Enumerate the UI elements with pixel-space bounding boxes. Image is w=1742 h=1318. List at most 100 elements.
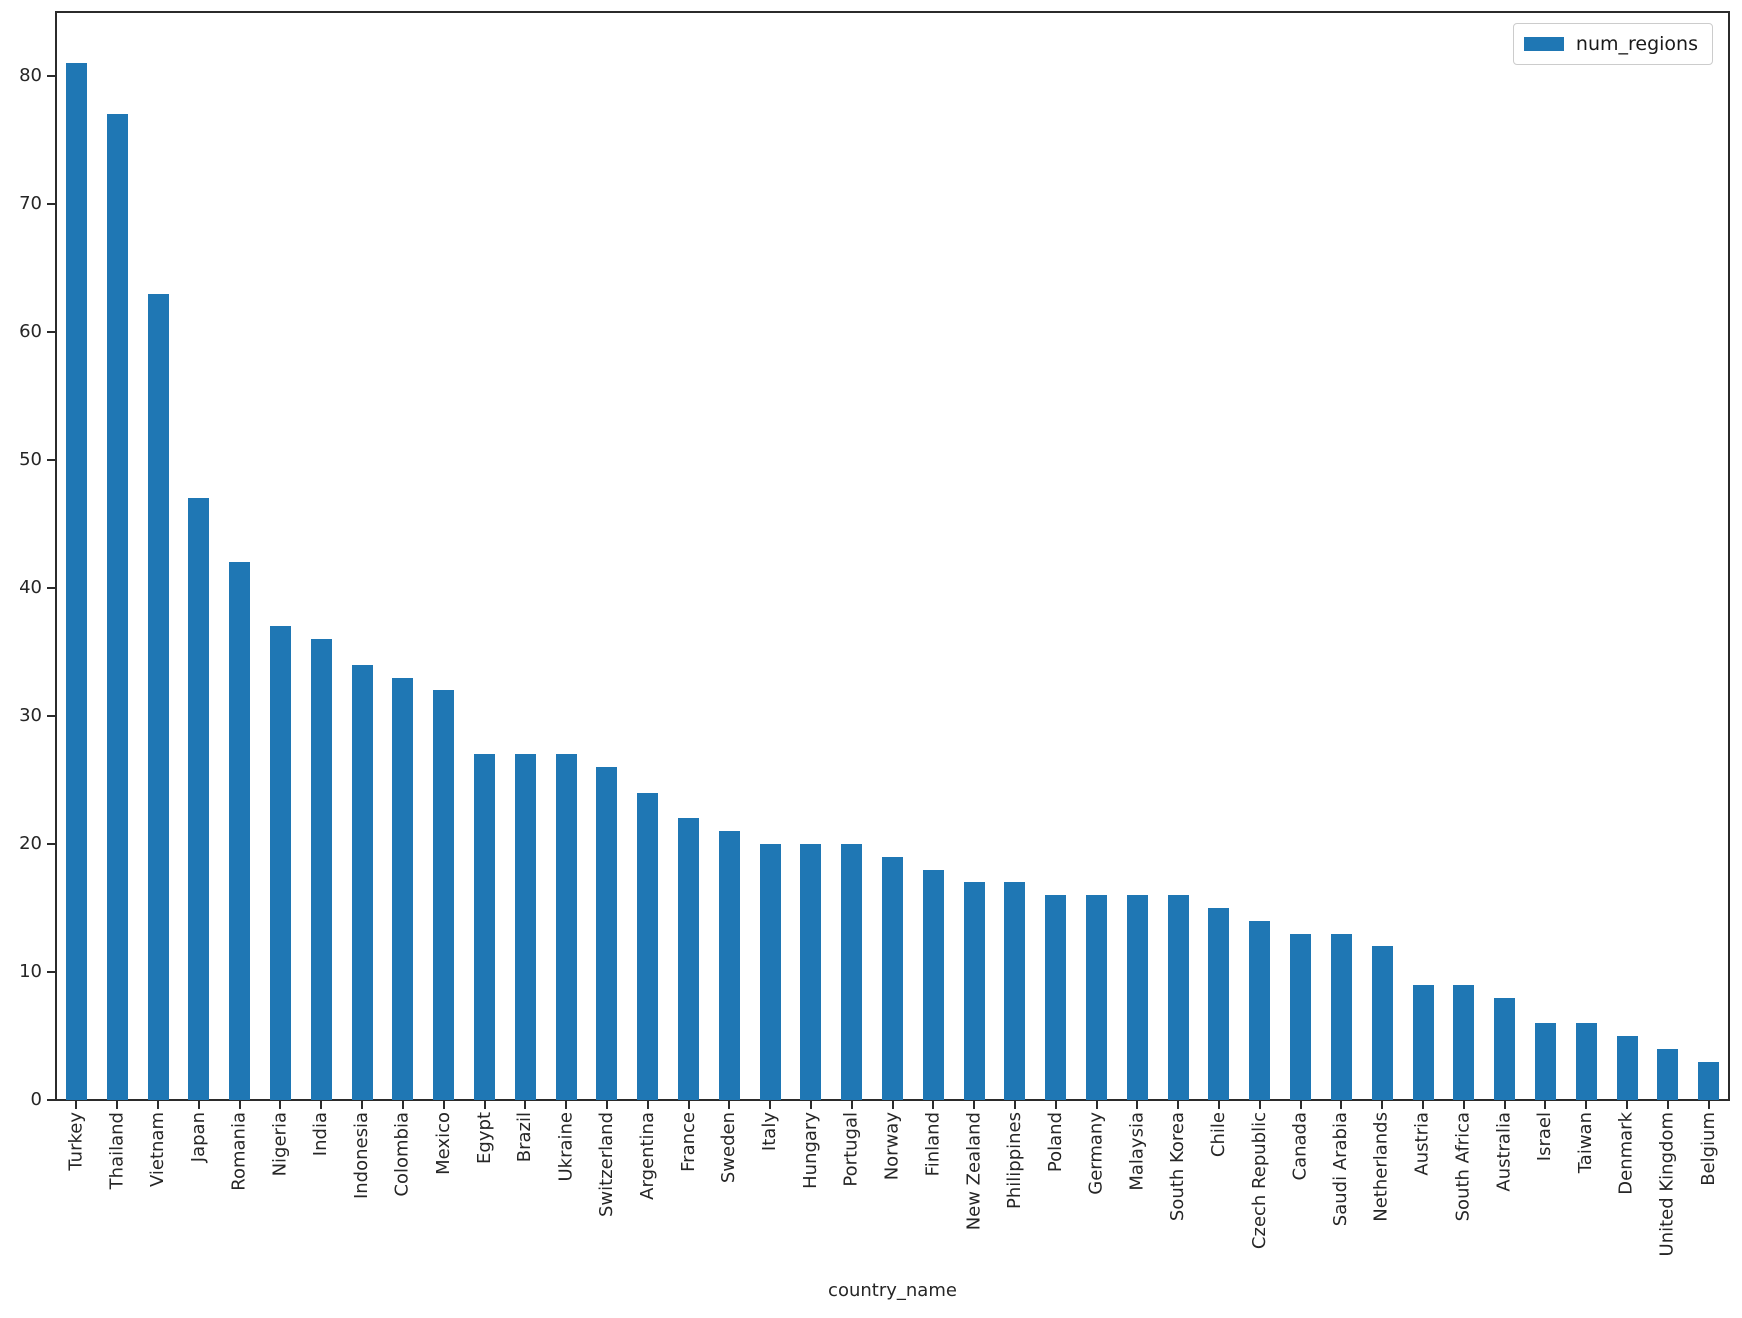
x-tick-label: Colombia xyxy=(391,1112,413,1197)
x-tick-label: Finland xyxy=(922,1112,944,1177)
x-tick-label: Argentina xyxy=(636,1112,658,1200)
bar xyxy=(1494,997,1516,1100)
x-tick-label: Italy xyxy=(759,1112,781,1152)
x-tick-mark xyxy=(1136,1101,1139,1109)
bar xyxy=(963,882,985,1100)
y-tick-mark xyxy=(47,971,55,973)
x-tick-mark xyxy=(850,1101,853,1109)
x-tick-mark xyxy=(1299,1101,1302,1109)
x-tick-mark xyxy=(157,1101,159,1109)
x-tick-mark xyxy=(1013,1101,1016,1109)
x-tick-mark xyxy=(891,1101,894,1109)
x-tick-mark xyxy=(1544,1101,1547,1109)
bar xyxy=(351,664,373,1100)
bar xyxy=(1657,1048,1679,1100)
x-tick-label: Switzerland xyxy=(595,1112,617,1217)
bar xyxy=(1126,895,1148,1100)
x-tick-label: Denmark xyxy=(1616,1112,1637,1195)
bar xyxy=(678,818,699,1100)
bar xyxy=(1208,908,1230,1100)
x-tick-label: Australia xyxy=(1493,1112,1515,1192)
bar xyxy=(1698,1061,1720,1100)
x-tick-label: New Zealand xyxy=(963,1112,985,1231)
y-tick-mark xyxy=(47,75,55,77)
y-tick-label: 70 xyxy=(19,193,42,214)
bar xyxy=(1045,895,1067,1100)
x-tick-mark xyxy=(1258,1101,1261,1109)
x-tick-mark xyxy=(1626,1101,1628,1109)
bar xyxy=(1086,895,1107,1100)
x-tick-label: South Africa xyxy=(1452,1112,1474,1222)
x-tick-mark xyxy=(524,1101,527,1109)
bar xyxy=(229,562,251,1100)
x-tick-mark xyxy=(687,1101,690,1109)
bar xyxy=(800,844,822,1100)
x-tick-label: Turkey xyxy=(65,1112,87,1171)
x-tick-mark xyxy=(1707,1101,1710,1109)
x-tick-label: South Korea xyxy=(1167,1112,1189,1222)
x-tick-mark xyxy=(1462,1101,1465,1109)
x-tick-mark xyxy=(320,1101,323,1109)
x-tick-label: Thailand xyxy=(106,1112,128,1190)
x-tick-label: United Kingdom xyxy=(1656,1112,1678,1257)
y-tick-mark xyxy=(47,843,55,845)
y-tick-label: 30 xyxy=(19,705,42,726)
bar xyxy=(759,844,781,1100)
x-tick-label: Malaysia xyxy=(1126,1112,1148,1191)
x-tick-label: India xyxy=(310,1112,332,1157)
bar xyxy=(1290,933,1311,1100)
legend: num_regions xyxy=(1512,23,1713,65)
bar xyxy=(65,63,87,1100)
x-tick-mark xyxy=(401,1101,404,1109)
bar xyxy=(106,114,128,1100)
bar xyxy=(1616,1036,1638,1100)
bar xyxy=(514,754,536,1100)
x-axis-title: country_name xyxy=(828,1280,957,1301)
x-tick-mark xyxy=(1054,1101,1057,1109)
bar xyxy=(188,498,210,1100)
x-tick-mark xyxy=(646,1101,649,1109)
x-tick-mark xyxy=(565,1101,568,1109)
bar xyxy=(1004,882,1026,1100)
x-tick-label: Brazil xyxy=(514,1112,536,1163)
x-tick-label: Mexico xyxy=(432,1112,454,1175)
bar xyxy=(1453,984,1475,1100)
bar xyxy=(637,792,659,1100)
y-tick-mark xyxy=(47,459,55,461)
y-tick-label: 20 xyxy=(19,833,42,854)
x-tick-mark xyxy=(1666,1101,1669,1109)
x-tick-mark xyxy=(1340,1101,1343,1109)
x-tick-mark xyxy=(973,1101,976,1109)
x-tick-label: Austria xyxy=(1412,1112,1433,1176)
x-tick-label: Saudi Arabia xyxy=(1330,1112,1352,1227)
bar xyxy=(1575,1023,1597,1100)
x-tick-label: Egypt xyxy=(473,1112,495,1164)
y-tick-label: 40 xyxy=(19,577,42,598)
y-tick-mark xyxy=(47,203,55,205)
bar xyxy=(1167,895,1189,1100)
bar xyxy=(433,690,455,1100)
x-tick-mark xyxy=(605,1101,608,1109)
bar xyxy=(1371,946,1393,1100)
x-tick-mark xyxy=(769,1101,772,1109)
bar xyxy=(269,626,291,1100)
y-tick-mark xyxy=(47,587,55,589)
bar xyxy=(310,639,332,1100)
x-tick-mark xyxy=(1217,1101,1220,1109)
bar xyxy=(147,293,169,1100)
x-tick-label: Indonesia xyxy=(351,1112,372,1200)
bar xyxy=(1249,920,1271,1100)
bar xyxy=(882,856,903,1100)
x-tick-mark xyxy=(1422,1101,1424,1109)
x-tick-label: Czech Republic xyxy=(1248,1112,1270,1250)
x-tick-label: Germany xyxy=(1085,1112,1107,1195)
bar xyxy=(841,844,863,1100)
legend-swatch xyxy=(1523,37,1564,51)
x-tick-label: Ukraine xyxy=(555,1112,577,1182)
x-tick-mark xyxy=(116,1101,119,1109)
x-tick-mark xyxy=(483,1101,486,1109)
y-tick-label: 50 xyxy=(19,449,42,470)
x-tick-label: France xyxy=(677,1112,699,1172)
y-tick-label: 60 xyxy=(19,321,42,342)
